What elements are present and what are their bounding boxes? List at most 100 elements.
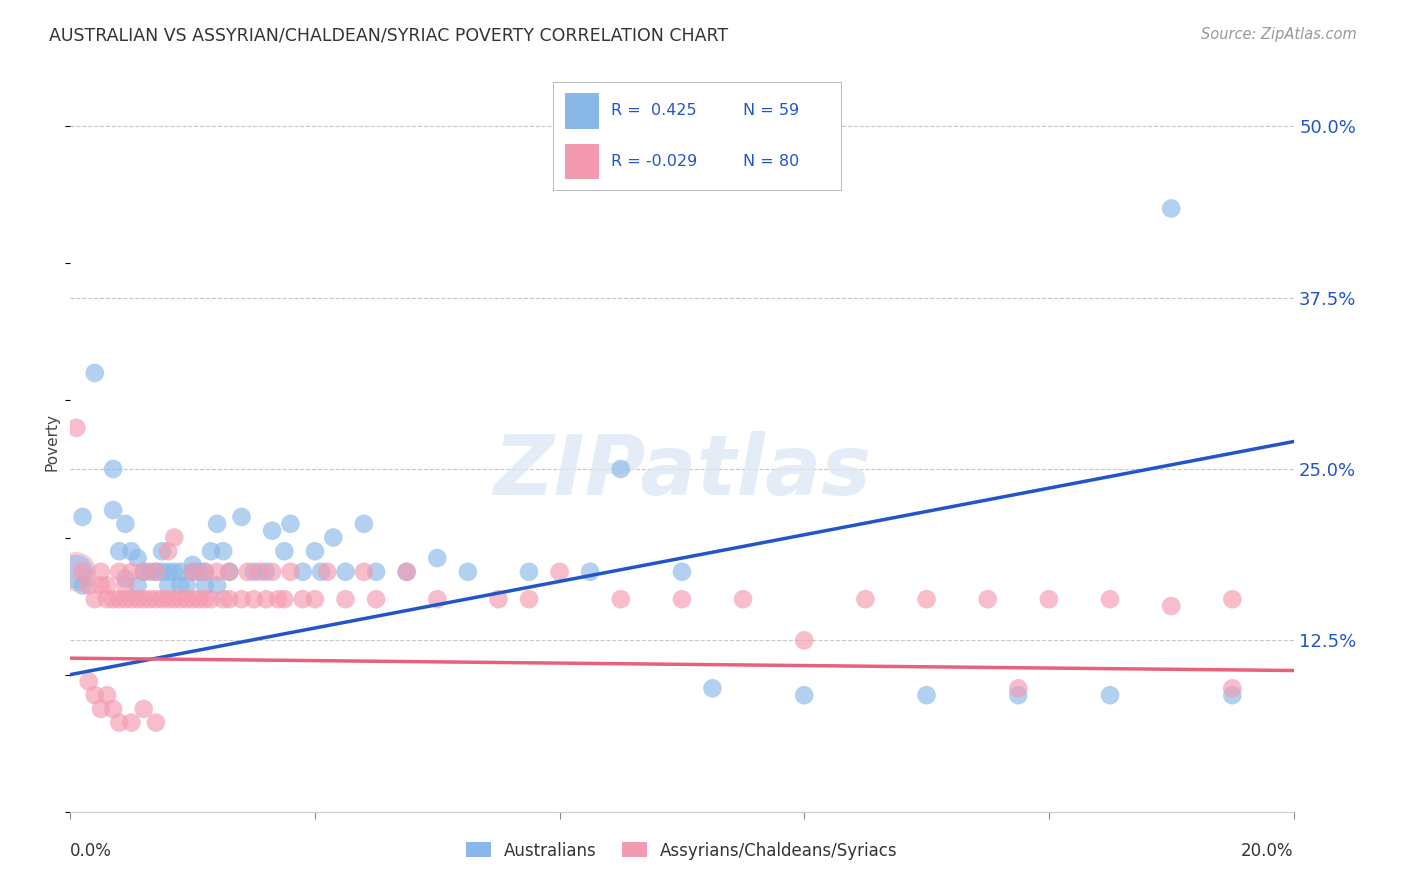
Point	[163, 565, 186, 579]
Point	[90, 578, 112, 592]
Point	[366, 592, 388, 607]
Point	[169, 578, 191, 592]
Point	[169, 592, 191, 607]
Point	[108, 544, 131, 558]
Point	[1007, 681, 1029, 696]
Point	[304, 592, 326, 607]
Point	[132, 592, 155, 607]
Point	[426, 592, 449, 607]
Point	[176, 592, 198, 607]
Point	[114, 592, 136, 607]
Point	[309, 565, 332, 579]
Point	[1099, 592, 1122, 607]
Point	[366, 565, 388, 579]
Point	[90, 702, 112, 716]
Point	[139, 565, 162, 579]
Point	[187, 565, 209, 579]
Point	[267, 592, 290, 607]
Point	[793, 633, 815, 648]
Point	[236, 565, 259, 579]
Point	[150, 565, 173, 579]
Point	[121, 592, 143, 607]
Point	[194, 578, 217, 592]
Point	[322, 531, 344, 545]
Point	[108, 715, 131, 730]
Point	[150, 592, 173, 607]
Point	[200, 544, 222, 558]
Point	[291, 565, 314, 579]
Point	[548, 565, 571, 579]
Point	[83, 592, 105, 607]
Point	[96, 592, 118, 607]
Point	[132, 565, 155, 579]
Point	[426, 551, 449, 566]
Point	[793, 688, 815, 702]
Point	[1220, 681, 1243, 696]
Point	[915, 592, 938, 607]
Text: 20.0%: 20.0%	[1241, 842, 1294, 860]
Point	[205, 565, 228, 579]
Point	[77, 578, 100, 592]
Point	[108, 565, 131, 579]
Point	[101, 503, 124, 517]
Point	[231, 510, 253, 524]
Point	[579, 565, 602, 579]
Point	[96, 688, 118, 702]
Point	[132, 565, 155, 579]
Point	[65, 565, 87, 579]
Point	[457, 565, 479, 579]
Point	[610, 592, 633, 607]
Point	[77, 674, 100, 689]
Point	[101, 462, 124, 476]
Point	[915, 688, 938, 702]
Point	[194, 592, 217, 607]
Point	[316, 565, 339, 579]
Point	[145, 565, 167, 579]
Point	[205, 516, 228, 531]
Point	[218, 565, 240, 579]
Point	[132, 702, 155, 716]
Point	[243, 592, 266, 607]
Point	[194, 565, 217, 579]
Point	[194, 565, 217, 579]
Point	[1160, 202, 1182, 216]
Point	[114, 578, 136, 592]
Point	[72, 510, 94, 524]
Text: ZIPatlas: ZIPatlas	[494, 431, 870, 512]
Point	[353, 516, 375, 531]
Point	[72, 565, 94, 579]
Point	[254, 565, 277, 579]
Point	[150, 544, 173, 558]
Text: AUSTRALIAN VS ASSYRIAN/CHALDEAN/SYRIAC POVERTY CORRELATION CHART: AUSTRALIAN VS ASSYRIAN/CHALDEAN/SYRIAC P…	[49, 27, 728, 45]
Point	[610, 462, 633, 476]
Point	[395, 565, 418, 579]
Point	[976, 592, 998, 607]
Point	[353, 565, 375, 579]
Point	[90, 565, 112, 579]
Point	[114, 516, 136, 531]
Point	[212, 592, 235, 607]
Point	[101, 592, 124, 607]
Point	[139, 592, 162, 607]
Point	[280, 565, 302, 579]
Point	[145, 715, 167, 730]
Point	[65, 565, 87, 579]
Point	[702, 681, 724, 696]
Point	[249, 565, 271, 579]
Point	[65, 421, 87, 435]
Point	[114, 572, 136, 586]
Point	[127, 578, 149, 592]
Point	[1220, 688, 1243, 702]
Point	[121, 715, 143, 730]
Point	[243, 565, 266, 579]
Point	[671, 592, 693, 607]
Point	[273, 592, 295, 607]
Point	[1099, 688, 1122, 702]
Text: Source: ZipAtlas.com: Source: ZipAtlas.com	[1201, 27, 1357, 42]
Point	[488, 592, 510, 607]
Point	[262, 565, 284, 579]
Point	[291, 592, 314, 607]
Point	[83, 366, 105, 380]
Point	[83, 688, 105, 702]
Point	[121, 565, 143, 579]
